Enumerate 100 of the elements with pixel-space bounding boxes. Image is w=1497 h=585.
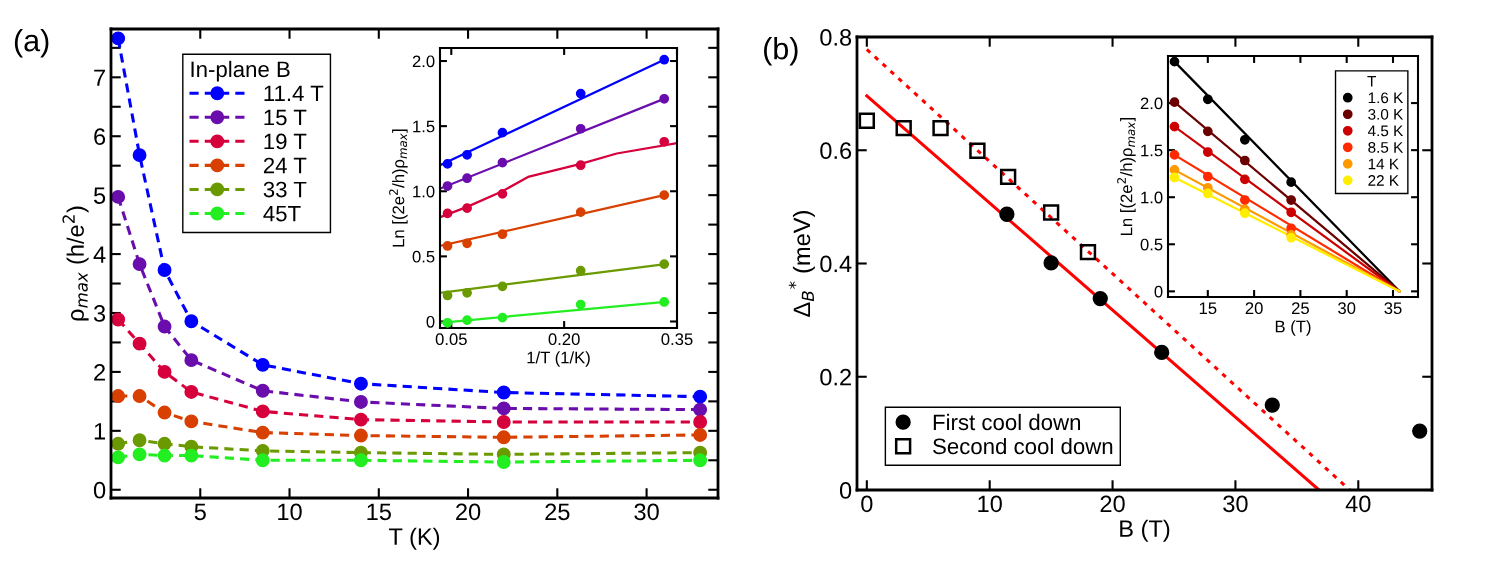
x-tick-label: 0.20 — [548, 333, 580, 346]
point — [462, 315, 472, 326]
point — [442, 208, 453, 219]
legend-label: 3.0 K — [1368, 108, 1404, 120]
y-tick-label: 0 — [426, 315, 435, 328]
point — [693, 428, 708, 442]
x-tick-label: 0 — [861, 495, 873, 513]
point — [462, 149, 472, 160]
y-tick-label: 3 — [93, 305, 106, 322]
y-axis-title: ρ$_{max}$ (h/e$^{2}$) — [62, 206, 89, 321]
point — [111, 450, 126, 465]
point — [1202, 171, 1213, 182]
x-tick-label: 15 — [1199, 302, 1217, 315]
point — [1239, 195, 1250, 205]
point — [255, 404, 270, 419]
point — [462, 203, 472, 214]
point — [353, 412, 368, 427]
y-tick-label: 2 — [94, 363, 105, 381]
point — [1202, 188, 1213, 199]
x-tick-label: 35 — [1384, 302, 1402, 315]
point — [496, 430, 511, 445]
point — [132, 447, 147, 462]
point — [111, 389, 126, 404]
x-axis-title: 1/T (1/K) — [527, 351, 590, 367]
point — [1239, 208, 1250, 219]
point — [184, 384, 199, 399]
point — [497, 229, 508, 240]
point — [1286, 177, 1297, 188]
y-tick-label: 0 — [93, 481, 106, 499]
point — [1202, 147, 1213, 157]
x-tick-label: 10 — [278, 503, 302, 521]
point — [255, 357, 270, 372]
legend-label: 1.6 K — [1368, 92, 1404, 104]
x-tick-label: 25 — [545, 503, 570, 521]
y-tick-label: 1.0 — [413, 185, 435, 198]
point — [184, 414, 199, 429]
y-tick-label: 1.0 — [1141, 191, 1163, 204]
x-tick-label: 20 — [1100, 495, 1125, 513]
y-axis-title: Ln [(2e$^{2}$/h)ρ$_{max}$] — [389, 129, 408, 247]
point — [1239, 134, 1250, 145]
point — [442, 181, 453, 191]
point — [442, 290, 453, 301]
y-axis-title: Ln [(2e$^{2}$/h)ρ$_{max}$] — [1117, 118, 1136, 235]
point — [575, 265, 586, 276]
y-tick-label: 0.4 — [820, 255, 852, 273]
point — [132, 257, 147, 272]
legend-title: In-plane B — [191, 60, 290, 82]
point — [659, 259, 670, 270]
legend-title: T — [1367, 76, 1377, 87]
point — [1169, 56, 1180, 67]
y-tick-label: 0.8 — [820, 29, 852, 46]
chart-title: (b) — [764, 37, 798, 66]
chart-title: (a) — [14, 29, 49, 58]
legend-label: 24 T — [263, 157, 307, 174]
y-tick-label: 0.5 — [1140, 238, 1163, 251]
point — [693, 402, 708, 417]
point — [1202, 94, 1213, 105]
y-tick-label: 5 — [93, 187, 106, 204]
legend-label: 4.5 K — [1367, 125, 1404, 137]
point — [442, 317, 453, 328]
legend-label: 14 K — [1368, 158, 1399, 170]
legend-label: 15 T — [264, 109, 307, 126]
point — [1169, 97, 1180, 107]
point — [496, 455, 511, 470]
y-tick-label: 2.0 — [1140, 97, 1163, 110]
point — [1169, 121, 1180, 132]
point — [1154, 344, 1170, 361]
x-tick-label: 20 — [456, 503, 481, 521]
x-axis-title: T (K) — [389, 527, 440, 550]
x-tick-label: 25 — [1291, 302, 1309, 315]
x-tick-label: 10 — [978, 495, 1002, 513]
legend-label: 33 T — [263, 181, 307, 198]
point — [969, 142, 986, 160]
y-tick-label: 0.6 — [820, 142, 852, 160]
point — [932, 119, 949, 137]
point — [132, 336, 147, 351]
point — [157, 364, 172, 379]
y-tick-label: 1.5 — [1141, 144, 1163, 157]
x-tick-label: 30 — [1223, 495, 1248, 513]
point — [693, 453, 708, 468]
point — [184, 314, 199, 329]
point — [111, 31, 126, 46]
y-tick-label: 0 — [839, 482, 852, 499]
point — [353, 428, 368, 443]
legend-label: Second cool down — [933, 437, 1113, 455]
point — [659, 93, 670, 104]
point — [462, 173, 472, 184]
x-tick-label: 5 — [194, 503, 206, 521]
x-tick-label: 0.05 — [435, 333, 467, 346]
point — [442, 241, 453, 251]
x-axis-title: B (T) — [1120, 519, 1170, 542]
x-tick-label: 0.35 — [661, 333, 693, 346]
point — [111, 312, 126, 327]
point — [1043, 255, 1059, 271]
legend-label: 22 K — [1368, 175, 1399, 186]
point — [462, 287, 472, 298]
point — [353, 376, 368, 391]
point — [184, 353, 199, 368]
point — [1264, 397, 1280, 413]
point — [1079, 243, 1097, 261]
